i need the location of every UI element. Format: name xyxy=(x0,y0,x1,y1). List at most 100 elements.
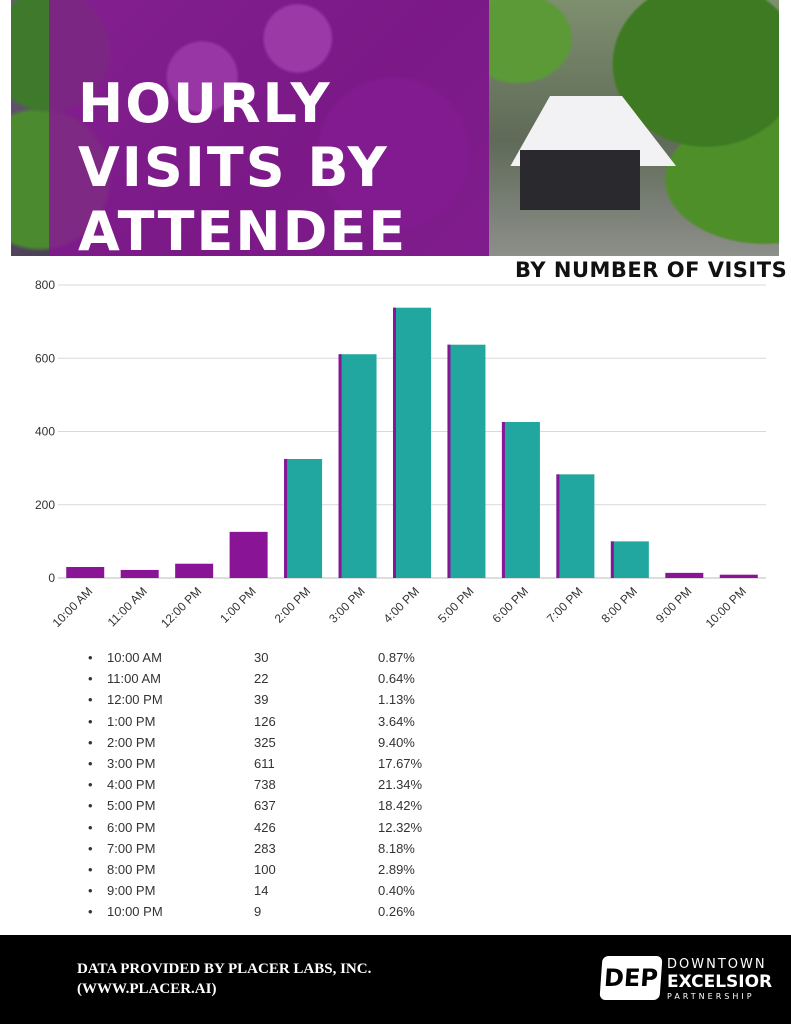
y-tick-label: 600 xyxy=(35,351,55,365)
logo-line-1: DOWNTOWN xyxy=(667,957,767,972)
bar-edge xyxy=(393,307,396,578)
y-tick-label: 400 xyxy=(35,425,55,439)
table-row: • 8:00 PM 100 2.89% xyxy=(88,862,488,883)
x-tick-label: 12:00 PM xyxy=(158,584,204,630)
x-tick-label: 2:00 PM xyxy=(272,584,314,626)
bar-edge xyxy=(284,458,288,578)
table-row: • 6:00 PM 426 12.32% xyxy=(88,820,488,841)
row-time: 10:00 AM xyxy=(107,650,162,665)
bullet-icon: • xyxy=(88,840,93,856)
bar xyxy=(229,531,268,578)
table-row: • 12:00 PM 39 1.13% xyxy=(88,692,488,713)
table-row: • 11:00 AM 22 0.64% xyxy=(88,671,488,692)
row-time: 8:00 PM xyxy=(107,861,156,877)
bullet-icon: • xyxy=(88,883,93,899)
row-visits: 325 xyxy=(254,734,276,750)
logo-line-3: PARTNERSHIP xyxy=(667,992,755,1001)
table-row: • 2:00 PM 325 9.40% xyxy=(88,735,488,756)
row-visits: 637 xyxy=(254,798,276,814)
bar xyxy=(175,563,214,578)
row-visits: 30 xyxy=(254,650,269,665)
bar-edge xyxy=(338,354,342,578)
row-time: 3:00 PM xyxy=(107,755,156,771)
bar xyxy=(338,354,377,578)
y-tick-label: 800 xyxy=(35,278,55,292)
bar xyxy=(66,567,105,578)
x-tick-label: 10:00 AM xyxy=(50,584,96,630)
row-time: 2:00 PM xyxy=(107,734,156,750)
bullet-icon: • xyxy=(88,798,93,814)
table-row: • 10:00 PM 9 0.26% xyxy=(88,904,488,925)
bar xyxy=(556,474,595,578)
x-tick-label: 4:00 PM xyxy=(381,584,423,626)
credit-line-2: (WWW.PLACER.AI) xyxy=(77,981,217,997)
row-percent: 18.42% xyxy=(378,798,423,814)
bar-edge xyxy=(447,344,451,578)
x-tick-label: 11:00 AM xyxy=(105,584,150,629)
row-percent: 9.40% xyxy=(378,734,415,750)
bullet-icon: • xyxy=(88,777,93,793)
x-tick-label: 7:00 PM xyxy=(544,584,586,626)
bar xyxy=(719,574,758,578)
x-tick-label: 8:00 PM xyxy=(598,584,640,626)
row-time: 9:00 PM xyxy=(107,883,156,899)
bullet-icon: • xyxy=(88,671,93,687)
x-tick-label: 3:00 PM xyxy=(326,584,368,626)
row-visits: 126 xyxy=(254,713,276,729)
y-tick-label: 0 xyxy=(48,571,55,585)
bar xyxy=(610,541,649,578)
row-time: 1:00 PM xyxy=(107,713,156,729)
header-banner xyxy=(11,0,779,256)
logo-badge: DEP xyxy=(599,956,663,1000)
bullet-icon: • xyxy=(88,650,93,665)
row-percent: 0.26% xyxy=(378,904,415,920)
chart-subtitle: BY NUMBER OF VISITS xyxy=(515,258,788,282)
bullet-icon: • xyxy=(88,904,93,920)
footer: DATA PROVIDED BY PLACER LABS, INC. (WWW.… xyxy=(0,935,791,1024)
row-percent: 21.34% xyxy=(378,777,423,793)
x-tick-label: 9:00 PM xyxy=(653,584,695,626)
x-tick-label: 6:00 PM xyxy=(490,584,532,626)
x-tick-label: 10:00 PM xyxy=(703,584,749,630)
table-row: • 1:00 PM 126 3.64% xyxy=(88,714,488,735)
row-visits: 738 xyxy=(254,777,276,793)
row-percent: 8.18% xyxy=(378,840,415,856)
row-percent: 0.64% xyxy=(378,671,415,687)
row-time: 5:00 PM xyxy=(107,798,156,814)
row-time: 4:00 PM xyxy=(107,777,156,793)
bar-edge xyxy=(501,421,505,578)
page-title: HOURLY VISITS BY ATTENDEE xyxy=(78,72,408,263)
table-row: • 10:00 AM 30 0.87% xyxy=(88,650,488,671)
bar xyxy=(284,458,323,578)
title-overlay xyxy=(49,0,489,256)
table-row: • 7:00 PM 283 8.18% xyxy=(88,841,488,862)
row-percent: 2.89% xyxy=(378,861,415,877)
bar xyxy=(665,572,704,578)
bar xyxy=(393,307,431,578)
row-percent: 1.13% xyxy=(378,692,415,708)
y-tick-label: 200 xyxy=(35,498,55,512)
dep-logo: DEP DOWNTOWN EXCELSIOR PARTNERSHIP xyxy=(599,953,781,1005)
x-tick-label: 5:00 PM xyxy=(435,584,477,626)
row-visits: 611 xyxy=(254,755,275,771)
table-row: • 5:00 PM 637 18.42% xyxy=(88,798,488,819)
data-credit: DATA PROVIDED BY PLACER LABS, INC. (WWW.… xyxy=(77,959,371,999)
row-percent: 0.40% xyxy=(378,883,415,899)
table-row: • 3:00 PM 611 17.67% xyxy=(88,756,488,777)
row-visits: 100 xyxy=(254,861,276,877)
bar-chart: 0 200 400 600 800 10:00 AM 11:00 AM 12:00 PM 1:0… xyxy=(35,278,766,630)
table-row: • 4:00 PM 738 21.34% xyxy=(88,777,488,798)
bar xyxy=(501,421,540,578)
bar-edge xyxy=(556,474,560,578)
row-time: 7:00 PM xyxy=(107,840,156,856)
bullet-icon: • xyxy=(88,692,93,708)
row-time: 12:00 PM xyxy=(107,692,163,708)
row-visits: 283 xyxy=(254,840,276,856)
row-percent: 17.67% xyxy=(378,755,423,771)
row-percent: 0.87% xyxy=(378,650,415,665)
row-visits: 426 xyxy=(254,819,276,835)
bar-edge xyxy=(610,541,614,578)
bullet-icon: • xyxy=(88,734,93,750)
row-visits: 22 xyxy=(254,671,269,687)
credit-line-1: DATA PROVIDED BY PLACER LABS, INC. xyxy=(77,961,372,977)
